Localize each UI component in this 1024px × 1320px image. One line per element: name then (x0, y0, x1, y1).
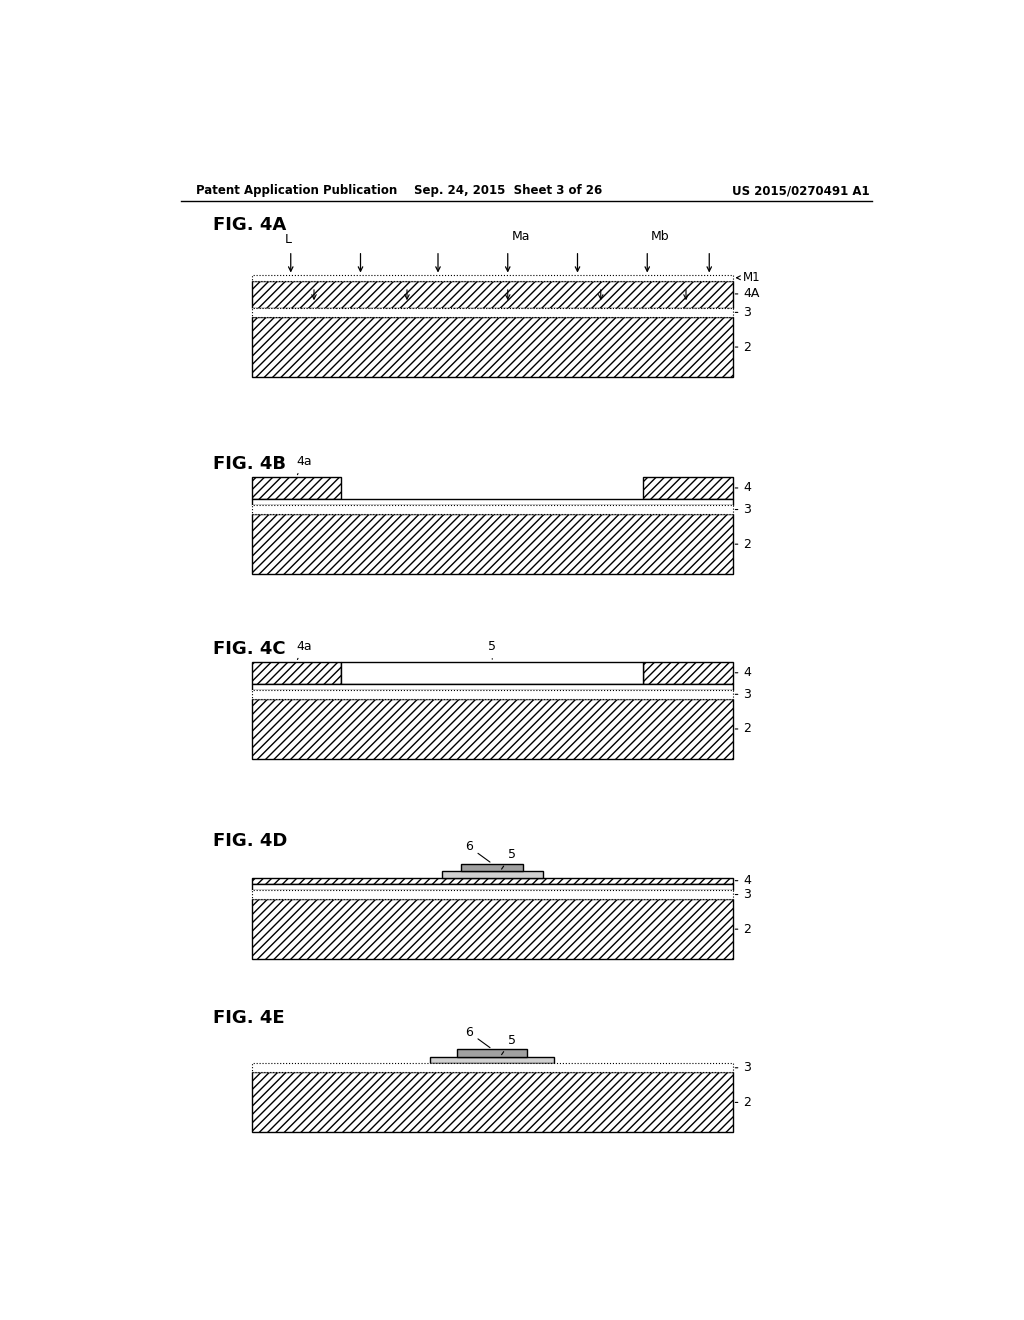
Text: 2: 2 (735, 923, 752, 936)
Text: Patent Application Publication: Patent Application Publication (197, 185, 397, 197)
Text: 3: 3 (735, 503, 752, 516)
Text: FIG. 4C: FIG. 4C (213, 640, 286, 657)
Bar (252, 663, 341, 684)
Bar (252, 308, 732, 317)
Text: Mb: Mb (651, 231, 670, 243)
Text: 2: 2 (735, 341, 752, 354)
Bar (252, 1063, 732, 1072)
Bar (461, 863, 523, 871)
Bar (252, 515, 732, 574)
Bar (252, 890, 732, 899)
Bar (252, 317, 732, 378)
Text: FIG. 4E: FIG. 4E (213, 1010, 285, 1027)
Bar (252, 878, 732, 884)
Text: 2: 2 (735, 1096, 752, 1109)
Bar (252, 884, 732, 890)
Text: Ma: Ma (512, 231, 530, 243)
Text: US 2015/0270491 A1: US 2015/0270491 A1 (732, 185, 870, 197)
Bar (252, 1063, 732, 1072)
Bar (252, 308, 732, 317)
Bar (252, 1072, 732, 1133)
Bar (341, 663, 643, 684)
Bar (252, 890, 732, 899)
Text: M1: M1 (736, 271, 761, 284)
Bar (252, 281, 732, 308)
Bar (442, 871, 543, 878)
Text: 4: 4 (735, 874, 752, 887)
Bar (252, 276, 732, 281)
Bar (458, 1049, 527, 1057)
Text: 3: 3 (735, 688, 752, 701)
Text: 2: 2 (735, 537, 752, 550)
Text: 5: 5 (488, 640, 497, 659)
Text: 4A: 4A (735, 288, 760, 301)
Bar (252, 700, 732, 759)
Text: 3: 3 (735, 888, 752, 902)
Bar (252, 689, 732, 700)
Bar (252, 689, 732, 700)
Text: 4a: 4a (296, 455, 311, 475)
Text: 3: 3 (735, 1061, 752, 1074)
Text: Sep. 24, 2015  Sheet 3 of 26: Sep. 24, 2015 Sheet 3 of 26 (414, 185, 602, 197)
Text: 6: 6 (465, 1026, 490, 1048)
Bar (252, 684, 732, 689)
Text: 2: 2 (735, 722, 752, 735)
Bar (643, 663, 732, 684)
Text: 3: 3 (735, 306, 752, 319)
Bar (252, 478, 341, 499)
Bar (643, 478, 732, 499)
Bar (252, 499, 732, 506)
Text: 6: 6 (465, 841, 490, 862)
Bar (252, 506, 732, 515)
Text: FIG. 4D: FIG. 4D (213, 832, 288, 850)
Text: FIG. 4B: FIG. 4B (213, 455, 287, 473)
Bar (252, 506, 732, 515)
Bar (252, 899, 732, 960)
Text: 4: 4 (735, 482, 752, 495)
Bar (430, 1057, 554, 1063)
Text: 5: 5 (502, 1034, 516, 1055)
Text: 4: 4 (735, 667, 752, 680)
Text: L: L (285, 232, 292, 246)
Text: FIG. 4A: FIG. 4A (213, 216, 287, 234)
Text: 4a: 4a (296, 640, 311, 660)
Text: 5: 5 (502, 847, 516, 869)
